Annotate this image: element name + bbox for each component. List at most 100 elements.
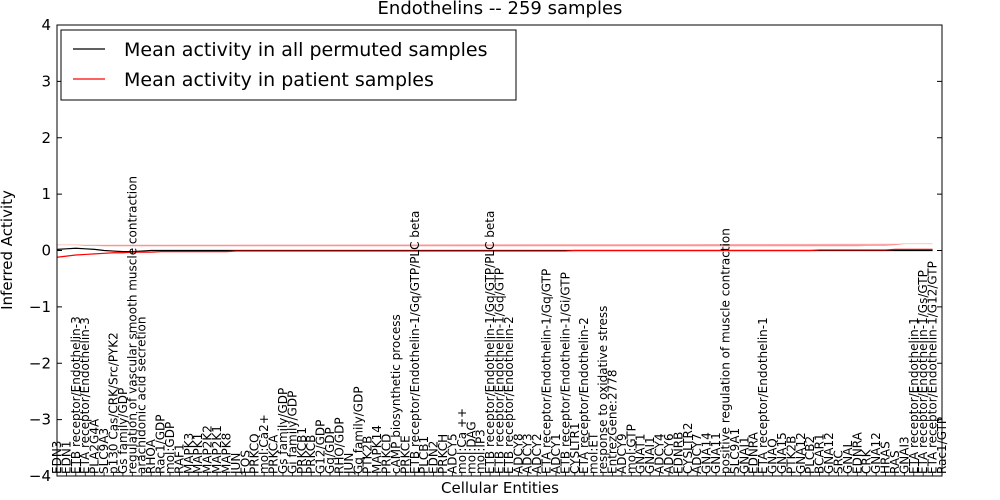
y-tick-label: 4 xyxy=(41,16,51,34)
entity-label: ETB receptor/Endothelin-1/Gq/GTP/PLC bet… xyxy=(483,211,497,474)
entity-label: G12/GDP xyxy=(314,420,328,474)
entity-label: MAPK3 xyxy=(182,433,196,474)
entity-label: PRKCH xyxy=(436,434,450,474)
entity-label: MAPK1 xyxy=(191,433,205,474)
y-tick-label: 0 xyxy=(41,242,51,260)
entity-label: PRKCD xyxy=(380,434,394,474)
entity-label: GNA15 xyxy=(775,432,789,474)
entity-label: RAS xyxy=(888,450,902,474)
entity-label: EDN1 xyxy=(59,441,73,474)
entity-label: Gi family/GDP xyxy=(285,391,299,474)
entity-label: arachidonic acid secretion xyxy=(135,317,149,474)
series-line-patient xyxy=(56,248,933,258)
entity-label: ADCY9 xyxy=(615,433,629,474)
entity-label: ADCY1 xyxy=(549,433,563,474)
entity-label: MAPK8 xyxy=(219,433,233,474)
entity-label: EDNRA xyxy=(747,431,761,474)
legend-box xyxy=(60,29,517,101)
patient-band xyxy=(57,243,933,247)
legend-label-permuted: Mean activity in all permuted samples xyxy=(124,39,487,61)
y-tick-label: −1 xyxy=(29,298,51,316)
entity-label: PLCB2 xyxy=(803,436,817,474)
entity-label: PRKCQ xyxy=(248,433,262,474)
entity-label: PLCB1 xyxy=(417,436,431,474)
entity-label: ETA receptor/Endothelin-3 xyxy=(78,317,92,474)
entity-label: EDNRB xyxy=(671,432,685,474)
entity-label: JUN xyxy=(342,453,356,475)
entity-label: PRKCB1 xyxy=(295,427,309,474)
entity-label: response to oxidative stress xyxy=(596,306,610,474)
entity-label: GNA14 xyxy=(700,432,714,474)
entity-label: CYSLTR2 xyxy=(681,423,695,474)
entity-label: Gs family/GDP xyxy=(276,388,290,474)
entity-label: regulation of vascular smooth muscle con… xyxy=(125,176,139,474)
entity-label: ADCY8 xyxy=(511,433,525,474)
entity-label: ADCY4 xyxy=(653,433,667,474)
legend-label-patient: Mean activity in patient samples xyxy=(124,69,434,91)
entity-label: ADCY6 xyxy=(662,433,676,474)
confidence-bands xyxy=(57,243,933,247)
y-tick-label: 3 xyxy=(41,72,51,90)
entity-label: PRKCE xyxy=(398,435,412,474)
entity-label: RHO/GDP xyxy=(332,417,346,474)
entity-label: JUN xyxy=(229,453,243,475)
entity-label: GNAQ xyxy=(766,438,780,474)
entity-label: SRC xyxy=(831,450,845,474)
entity-label: PTK2B xyxy=(784,436,798,474)
entity-label: ADCY7 xyxy=(690,433,704,474)
entity-label: p130 Cas/CRK/Src/PYK2 xyxy=(106,332,120,474)
entity-label: GNAI1 xyxy=(737,436,751,474)
chart-title: Endothelins -- 259 samples xyxy=(378,0,623,19)
entity-label: RHOA xyxy=(144,438,158,474)
y-tick-label: −2 xyxy=(29,354,51,372)
entity-label: mol:Ca2+ xyxy=(257,414,271,474)
entity-label: CRK xyxy=(860,448,874,474)
entity-label: mol:ET xyxy=(587,432,601,474)
entity-label: GNA12 xyxy=(869,432,883,474)
entity-label: GNA12 xyxy=(794,432,808,474)
entity-label: PLA2G4A xyxy=(88,418,102,474)
x-axis-title: Cellular Entities xyxy=(441,479,559,497)
entity-label: ETB receptor/Endothelin-1/Gq/GTP xyxy=(493,268,507,474)
entity-label: MAP2K2 xyxy=(201,425,215,474)
series-lines xyxy=(56,247,933,258)
entity-label: Gq/GDP xyxy=(323,427,337,474)
entity-label: PTK2B xyxy=(361,436,375,474)
y-tick-label: 2 xyxy=(41,129,51,147)
entity-label: mol:Ca ++ xyxy=(455,408,469,474)
legend: Mean activity in all permuted samples Me… xyxy=(60,29,517,101)
entity-label: GNAI1 xyxy=(643,436,657,474)
y-tick-label: 1 xyxy=(41,185,51,203)
entity-label: ETA receptor/Endothelin-1/Gq/GTP xyxy=(540,269,554,474)
entity-label: ETA receptor/Endothelin-1 xyxy=(756,317,770,474)
entity-label: Gs family/GDP xyxy=(116,388,130,474)
entity-label: mol:DAG xyxy=(464,421,478,474)
entity-label: ETB receptor/Endothelin-2 xyxy=(502,316,516,474)
y-axis-ticks: −4 −3 −2 −1 0 1 2 3 4 xyxy=(29,16,942,485)
entity-label: ETA receptor/Endothelin-1/Gs/GTP xyxy=(916,270,930,474)
entity-label: mol:GDP xyxy=(163,422,177,474)
entity-label: CYSLTR1 xyxy=(568,423,582,474)
y-tick-label: −4 xyxy=(29,467,51,485)
entity-label: SLC9A3 xyxy=(97,428,111,474)
entity-label: MAP2K1 xyxy=(210,425,224,474)
entity-label: ADCY3 xyxy=(521,433,535,474)
entity-label: Rac1/GDP xyxy=(154,415,168,474)
entity-label: ETA receptor/Endothelin-1 xyxy=(907,317,921,474)
entity-label: mol:GTP xyxy=(624,424,638,474)
y-tick-label: −3 xyxy=(29,411,51,429)
entity-label: cAMP biosynthetic process xyxy=(389,314,403,474)
entity-label: ADCY2 xyxy=(530,433,544,474)
entity-label: ETA receptor/Endothelin-1/G12/GTP xyxy=(926,261,940,474)
y-axis-title: Inferred Activity xyxy=(0,190,16,310)
entity-label: Gq family/GDP xyxy=(351,386,365,474)
entity-label: BCAR1 xyxy=(813,433,827,474)
entity-label: EntrezGene:2778 xyxy=(605,370,619,475)
entity-label: RAF1 xyxy=(172,443,186,474)
entity-label: mol:IP3 xyxy=(474,429,488,474)
entity-label: GNA11 xyxy=(709,432,723,474)
entity-label: ETB receptor/Endothelin-3 xyxy=(69,316,83,474)
